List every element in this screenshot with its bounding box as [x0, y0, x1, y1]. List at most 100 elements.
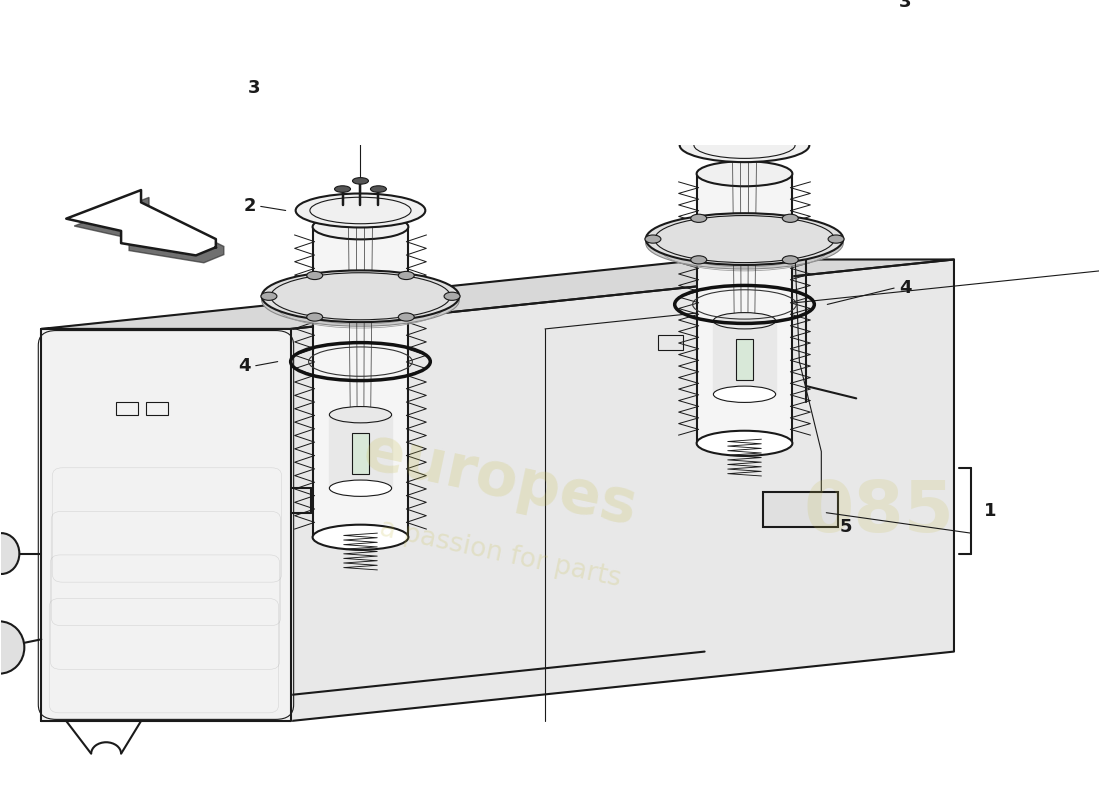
- Ellipse shape: [714, 313, 775, 329]
- Polygon shape: [386, 82, 398, 86]
- Polygon shape: [795, 44, 810, 47]
- Polygon shape: [290, 107, 305, 110]
- Polygon shape: [374, 116, 386, 119]
- Bar: [697, 335, 723, 350]
- Polygon shape: [732, 51, 745, 54]
- Ellipse shape: [398, 271, 415, 279]
- Polygon shape: [696, 18, 710, 22]
- Bar: [352, 433, 368, 474]
- Ellipse shape: [646, 218, 844, 269]
- Text: europes: europes: [358, 422, 642, 538]
- Ellipse shape: [0, 622, 24, 674]
- Ellipse shape: [296, 194, 426, 227]
- Polygon shape: [804, 38, 818, 42]
- Polygon shape: [410, 110, 426, 113]
- Ellipse shape: [312, 214, 408, 239]
- Ellipse shape: [828, 235, 844, 243]
- Polygon shape: [361, 81, 374, 84]
- Polygon shape: [421, 97, 436, 100]
- Polygon shape: [696, 174, 792, 443]
- Polygon shape: [800, 25, 815, 28]
- Ellipse shape: [646, 213, 844, 265]
- Ellipse shape: [670, 12, 820, 39]
- Polygon shape: [745, 15, 758, 19]
- Polygon shape: [707, 50, 719, 54]
- Text: 085: 085: [804, 478, 955, 547]
- Ellipse shape: [0, 533, 20, 574]
- Polygon shape: [66, 190, 216, 255]
- Polygon shape: [420, 104, 434, 107]
- Ellipse shape: [329, 480, 392, 496]
- Ellipse shape: [696, 430, 792, 456]
- Text: 5: 5: [839, 518, 851, 536]
- Polygon shape: [323, 114, 334, 118]
- Polygon shape: [304, 111, 317, 115]
- Ellipse shape: [262, 274, 459, 326]
- Ellipse shape: [334, 186, 351, 192]
- Text: 4: 4: [899, 279, 912, 297]
- Ellipse shape: [352, 178, 368, 184]
- Polygon shape: [42, 329, 290, 721]
- Ellipse shape: [714, 386, 775, 402]
- Polygon shape: [670, 35, 683, 38]
- Text: 4: 4: [239, 357, 251, 374]
- Ellipse shape: [680, 128, 810, 162]
- Ellipse shape: [286, 81, 436, 120]
- Ellipse shape: [645, 235, 661, 243]
- Ellipse shape: [670, 15, 820, 54]
- Polygon shape: [416, 90, 431, 94]
- Polygon shape: [674, 42, 689, 45]
- Ellipse shape: [329, 406, 392, 423]
- Polygon shape: [404, 85, 418, 89]
- Ellipse shape: [718, 121, 735, 127]
- Text: a passion for parts: a passion for parts: [377, 515, 624, 592]
- Ellipse shape: [696, 161, 792, 186]
- Bar: [763, 492, 838, 526]
- Polygon shape: [42, 259, 954, 329]
- Bar: [736, 339, 754, 379]
- Bar: [658, 335, 683, 350]
- Ellipse shape: [286, 103, 436, 142]
- Ellipse shape: [737, 112, 752, 119]
- Ellipse shape: [398, 313, 415, 321]
- Text: 1: 1: [983, 502, 997, 520]
- Ellipse shape: [782, 214, 799, 222]
- Polygon shape: [788, 20, 802, 23]
- Polygon shape: [780, 48, 793, 52]
- Polygon shape: [287, 94, 301, 97]
- Polygon shape: [719, 15, 732, 19]
- Polygon shape: [334, 81, 348, 85]
- Text: 3: 3: [899, 0, 912, 11]
- Ellipse shape: [371, 186, 386, 192]
- Text: 3: 3: [249, 79, 261, 97]
- Polygon shape: [290, 259, 954, 721]
- Polygon shape: [286, 100, 299, 104]
- Ellipse shape: [691, 256, 706, 264]
- Polygon shape: [714, 321, 775, 394]
- Ellipse shape: [262, 270, 459, 322]
- Polygon shape: [396, 114, 408, 117]
- Polygon shape: [758, 50, 770, 54]
- Ellipse shape: [782, 256, 799, 264]
- Ellipse shape: [261, 292, 277, 300]
- Polygon shape: [671, 28, 685, 31]
- Polygon shape: [805, 31, 820, 35]
- Polygon shape: [348, 116, 361, 120]
- Polygon shape: [74, 198, 223, 262]
- Ellipse shape: [444, 292, 460, 300]
- Polygon shape: [329, 414, 392, 488]
- Text: 2: 2: [243, 198, 255, 215]
- Polygon shape: [688, 46, 701, 50]
- Polygon shape: [312, 227, 408, 538]
- Ellipse shape: [670, 38, 820, 78]
- Ellipse shape: [286, 77, 436, 105]
- Ellipse shape: [691, 214, 706, 222]
- Ellipse shape: [755, 121, 770, 127]
- Polygon shape: [312, 83, 326, 87]
- Polygon shape: [680, 22, 694, 26]
- Ellipse shape: [312, 525, 408, 550]
- Polygon shape: [296, 88, 310, 91]
- Bar: [117, 402, 138, 414]
- Polygon shape: [770, 17, 782, 20]
- Bar: [146, 402, 168, 414]
